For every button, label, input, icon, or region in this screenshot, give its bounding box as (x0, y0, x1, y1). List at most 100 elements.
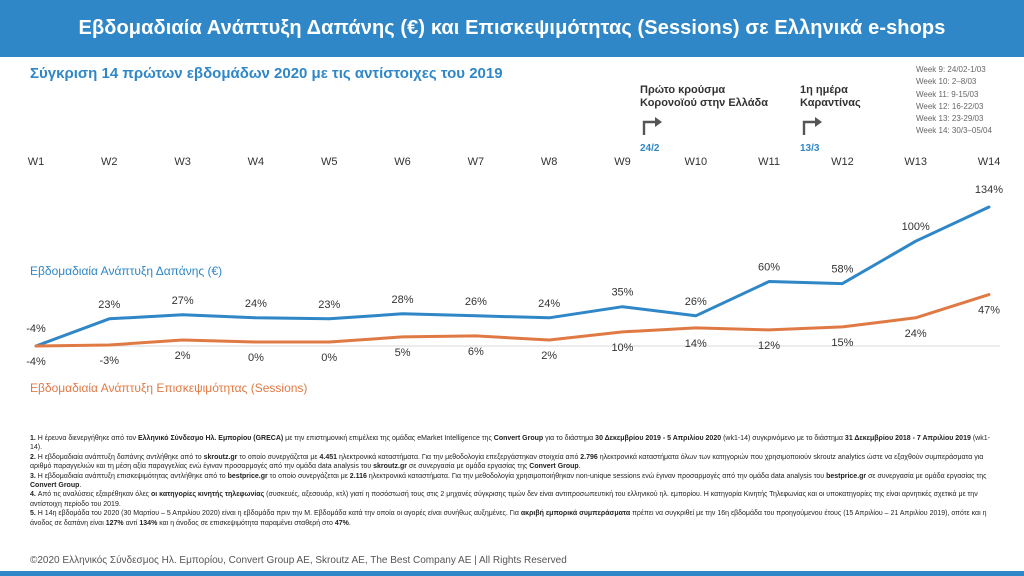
chart-subtitle: Σύγκριση 14 πρώτων εβδομάδων 2020 με τις… (30, 65, 503, 82)
series-line-spend (34, 205, 991, 348)
footnote-text: σε συνεργασία με ομάδα εργασίας της (406, 463, 530, 471)
data-label-sessions: 0% (321, 352, 337, 364)
weeks-legend-item: Week 12: 16-22/03 (916, 101, 984, 111)
header-bar: Εβδομαδιαία Ανάπτυξη Δαπάνης (€) και Επι… (0, 0, 1024, 57)
footnotes: 1. Η έρευνα διενεργήθηκε από τον Ελληνικ… (30, 434, 1000, 528)
weeks-legend-item: Week 9: 24/02-1/03 (916, 65, 986, 74)
data-label-sessions: -3% (100, 355, 120, 367)
data-label-sessions: 2% (175, 350, 191, 362)
footnote-text: το οποίο συνεργάζεται με (267, 472, 350, 480)
x-tick-label: W12 (831, 156, 854, 168)
footnote-text: 31 Δεκεμβρίου 2018 - 7 Απριλίου 2019 (844, 435, 971, 442)
footnote-text: και η άνοδος σε επισκεψιμότητα παραμένει… (157, 519, 335, 527)
line-chart: W1 W2 W3 W4 W5 W6 W7 W8 W9 W10 W11 W12 W13 W14 -4% 23% 2… (26, 156, 1003, 368)
footnote-text: οι κατηγορίες κινητής τηλεφωνίας (151, 491, 265, 499)
data-label-sessions: 0% (248, 352, 264, 364)
footnote-text: Convert Group (529, 463, 579, 471)
footnote-text: skroutz.gr (373, 463, 407, 471)
data-label-spend: 134% (975, 184, 1003, 196)
footnote-text: . (578, 463, 581, 471)
x-tick-label: W3 (174, 156, 191, 168)
event-quarantine-date: 13/3 (800, 143, 820, 154)
data-label-sessions: 47% (978, 305, 1000, 317)
footnote-text: με την επιστημονική επιμέλεια της ομάδας… (283, 435, 494, 442)
weeks-legend-item: Week 13: 23-29/03 (916, 114, 984, 124)
x-tick-label: W5 (321, 156, 338, 168)
data-label-spend: -4% (26, 323, 46, 335)
footnote-text: . (79, 482, 82, 490)
footnote-text: Η εβδομαδιαία ανάπτυξη επισκεψιμότητας α… (37, 472, 228, 480)
data-label-sessions: 5% (395, 347, 411, 359)
event-first-case-line1: Πρώτο κρούσμα (640, 84, 726, 96)
footnote-text: 2.796 (580, 453, 598, 461)
data-label-spend: 26% (465, 296, 487, 308)
footnote-text: bestprice.gr (826, 472, 867, 480)
footnote-text: ακριβή εμπορικά συμπεράσματα (520, 510, 631, 518)
data-label-spend: 24% (245, 298, 267, 310)
footnote-text: Convert Group (30, 482, 80, 490)
data-label-spend: 24% (538, 298, 560, 310)
event-quarantine: 1η ημέρα Καραντίνας (800, 84, 861, 110)
footnote-text: (συσκευές, αξεσουάρ, κτλ) γιατί η ποσόστ… (30, 491, 978, 508)
x-tick-label: W1 (28, 156, 45, 168)
weeks-legend-item: Week 10: 2–8/03 (916, 77, 977, 87)
x-tick-label: W4 (248, 156, 265, 168)
footnote-text: Η 14η εβδομάδα του 2020 (30 Μαρτίου – 5 … (37, 510, 521, 518)
data-label-spend: 58% (831, 264, 853, 276)
data-label-sessions: 14% (685, 338, 707, 350)
footnote-text: Από τις αναλύσεις εξαιρέθηκαν όλες (37, 491, 152, 499)
footnote-text: σε συνεργασία με ομάδα εργασίας της (866, 472, 987, 480)
data-label-sessions: 10% (611, 342, 633, 354)
footnote-text: ηλεκτρονικά καταστήματα. Για την μεθοδολ… (337, 453, 581, 461)
data-label-spend: 100% (902, 221, 930, 233)
data-label-spend: 35% (611, 287, 633, 299)
data-label-spend: 23% (98, 299, 120, 311)
footnote-text: 134% (139, 519, 158, 527)
data-label-sessions: 24% (905, 328, 927, 340)
data-label-sessions: -4% (26, 356, 46, 368)
footer-bar (0, 571, 1024, 576)
footnote-number: 1. (30, 435, 38, 442)
x-tick-label: W11 (758, 156, 780, 168)
event-quarantine-line1: 1η ημέρα (800, 84, 848, 96)
event-quarantine-line2: Καραντίνας (800, 97, 861, 109)
footnote-text: ηλεκτρονικά καταστήματα. Για την μεθοδολ… (366, 472, 827, 480)
data-label-sessions: 6% (468, 346, 484, 358)
data-label-sessions: 12% (758, 340, 780, 352)
footnote-text: Η έρευνα διενεργήθηκε από τον (37, 435, 138, 442)
footnote: 2. Η εβδομαδιαία ανάπτυξη δαπάνης αντλήθ… (30, 453, 1000, 472)
footnote-text: 127% (105, 519, 124, 527)
x-tick-label: W2 (101, 156, 118, 168)
footnote-text: . (348, 519, 351, 527)
data-label-spend: 26% (685, 296, 707, 308)
footnote-text: (wk1-14) συγκρινόμενο με το διάστημα (721, 435, 845, 442)
x-tick-label: W6 (394, 156, 411, 168)
footnote: 4. Από τις αναλύσεις εξαιρέθηκαν όλες οι… (30, 490, 1000, 509)
footnote-text: το οποίο συνεργάζεται με (237, 453, 320, 461)
weeks-legend-item: Week 11: 9-15/03 (916, 89, 979, 99)
data-label-spend: 23% (318, 299, 340, 311)
footnote-text: skroutz.gr (203, 453, 238, 461)
x-tick-label: W14 (978, 156, 1001, 168)
series-label-spend: Εβδομαδιαία Ανάπτυξη Δαπάνης (€) (30, 264, 223, 278)
footnote-number: 5. (30, 510, 38, 518)
data-label-sessions: 15% (831, 337, 853, 349)
footnote-text: Convert Group (493, 435, 544, 442)
footnote: 1. Η έρευνα διενεργήθηκε από τον Ελληνικ… (30, 434, 1000, 453)
footnote-text: (wk1-14). (30, 435, 990, 452)
footnote-text: αντί (123, 519, 140, 527)
footnote-text: για το διάστημα (543, 435, 596, 442)
footnote-text: πρέπει να συγκριθεί με την 16η εβδομάδα … (30, 510, 987, 527)
footnote-text: ηλεκτρονικά καταστήματα όλων των κατηγορ… (30, 453, 984, 471)
turn-right-arrow-icon (642, 117, 662, 135)
event-first-case-date: 24/2 (640, 143, 660, 154)
footnote-number: 3. (30, 472, 38, 480)
data-label-sessions: 2% (541, 350, 557, 362)
data-label-spend: 60% (758, 262, 780, 274)
footnote-text: 47% (334, 519, 349, 527)
data-label-spend: 27% (172, 295, 194, 307)
series-line-sessions (34, 293, 991, 348)
footnote-text: Ελληνικό Σύνδεσμο Ηλ. Εμπορίου (GRECA) (137, 435, 284, 442)
footnote-text: 30 Δεκεμβρίου 2019 - 5 Απριλίου 2020 (595, 435, 722, 442)
footnote: 3. Η εβδομαδιαία ανάπτυξη επισκεψιμότητα… (30, 472, 1000, 491)
